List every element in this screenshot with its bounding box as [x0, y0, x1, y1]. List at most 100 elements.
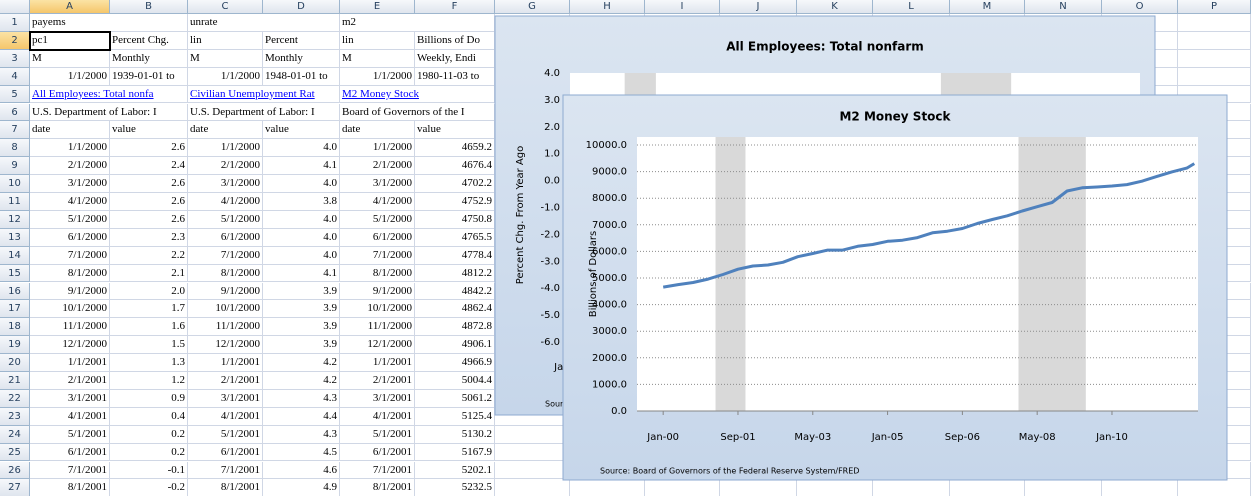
column-header[interactable]: N	[1025, 0, 1102, 14]
row-header[interactable]: 13	[0, 228, 30, 247]
cell[interactable]: 4862.4	[415, 300, 495, 319]
cell[interactable]: 4842.2	[415, 282, 495, 301]
cell[interactable]: 2/1/2001	[188, 372, 263, 390]
cell[interactable]: 4.0	[263, 175, 340, 193]
cell[interactable]: 5/1/2001	[340, 425, 415, 444]
cell[interactable]: 3/1/2000	[188, 175, 263, 193]
cell[interactable]: 9/1/2000	[188, 282, 263, 301]
cell[interactable]: 1/1/2001	[340, 354, 415, 372]
row-header[interactable]: 27	[0, 479, 30, 496]
cell[interactable]: 1948-01-01 to	[263, 67, 340, 86]
cell[interactable]: Percent Chg.	[110, 31, 188, 50]
cell[interactable]: 11/1/2000	[340, 318, 415, 337]
cell[interactable]: value	[263, 121, 340, 140]
cell[interactable]: 12/1/2000	[30, 336, 110, 355]
cell[interactable]: 12/1/2000	[188, 336, 263, 355]
column-header[interactable]: G	[495, 0, 570, 14]
cell[interactable]: Weekly, Endi	[415, 49, 495, 68]
cell[interactable]: 1/1/2000	[188, 139, 263, 158]
cell[interactable]: 2.1	[110, 264, 188, 283]
cell[interactable]: 4/1/2000	[188, 193, 263, 211]
cell[interactable]: 4.0	[263, 228, 340, 247]
cell[interactable]: 5004.4	[415, 372, 495, 390]
cell[interactable]: 5/1/2000	[30, 210, 110, 229]
cell[interactable]: 1/1/2001	[30, 354, 110, 372]
cell[interactable]: 5232.5	[415, 479, 495, 496]
cell[interactable]: 8/1/2001	[340, 479, 415, 496]
cell[interactable]: 9/1/2000	[30, 282, 110, 301]
hyperlink-cell[interactable]: Civilian Unemployment Rat	[188, 85, 340, 104]
column-header[interactable]: I	[645, 0, 720, 14]
cell[interactable]: 4702.2	[415, 175, 495, 193]
cell[interactable]: 5/1/2001	[30, 425, 110, 444]
row-header[interactable]: 23	[0, 407, 30, 426]
column-header[interactable]: J	[720, 0, 797, 14]
cell[interactable]: 7/1/2000	[188, 246, 263, 265]
cell[interactable]: 3/1/2000	[340, 175, 415, 193]
cell[interactable]: 4.2	[263, 372, 340, 390]
cell[interactable]: 8/1/2000	[340, 264, 415, 283]
cell[interactable]: 8/1/2001	[30, 479, 110, 496]
cell[interactable]: 10/1/2000	[188, 300, 263, 319]
select-all-corner[interactable]	[0, 0, 30, 14]
cell[interactable]: 11/1/2000	[30, 318, 110, 337]
cell[interactable]: 4.4	[263, 407, 340, 426]
cell[interactable]: 4752.9	[415, 193, 495, 211]
cell[interactable]: 2.6	[110, 210, 188, 229]
hyperlink-cell[interactable]: M2 Money Stock	[340, 85, 495, 104]
cell[interactable]: date	[30, 121, 110, 140]
cell[interactable]: 4.0	[263, 139, 340, 158]
row-header[interactable]: 11	[0, 193, 30, 211]
cell[interactable]: date	[188, 121, 263, 140]
cell[interactable]: 9/1/2000	[340, 282, 415, 301]
cell[interactable]: 3.8	[263, 193, 340, 211]
cell[interactable]: 4/1/2000	[30, 193, 110, 211]
cell[interactable]: 7/1/2001	[188, 461, 263, 480]
column-header[interactable]: F	[415, 0, 495, 14]
cell[interactable]: 3/1/2001	[30, 389, 110, 408]
row-header[interactable]: 7	[0, 121, 30, 140]
cell[interactable]: 0.2	[110, 425, 188, 444]
cell[interactable]: 5167.9	[415, 443, 495, 462]
cell[interactable]: M	[340, 49, 415, 68]
row-header[interactable]: 10	[0, 175, 30, 193]
cell[interactable]: 3/1/2000	[30, 175, 110, 193]
cell[interactable]: 2/1/2000	[30, 157, 110, 176]
cell[interactable]: M	[188, 49, 263, 68]
column-header[interactable]: A	[30, 0, 110, 14]
cell[interactable]: 4/1/2001	[340, 407, 415, 426]
row-header[interactable]: 22	[0, 389, 30, 408]
cell[interactable]: 5/1/2000	[340, 210, 415, 229]
cell[interactable]: 4966.9	[415, 354, 495, 372]
cell[interactable]: -0.1	[110, 461, 188, 480]
cell[interactable]: 2.4	[110, 157, 188, 176]
cell[interactable]: 2/1/2000	[188, 157, 263, 176]
cell[interactable]: 3.9	[263, 300, 340, 319]
cell[interactable]: lin	[188, 31, 263, 50]
hyperlink-cell[interactable]: All Employees: Total nonfa	[30, 85, 188, 104]
column-header[interactable]: E	[340, 0, 415, 14]
cell[interactable]: 8/1/2000	[188, 264, 263, 283]
cell[interactable]: 2/1/2001	[30, 372, 110, 390]
cell[interactable]: 4750.8	[415, 210, 495, 229]
cell[interactable]: 4.6	[263, 461, 340, 480]
cell[interactable]: 6/1/2001	[30, 443, 110, 462]
cell[interactable]: 4.0	[263, 210, 340, 229]
cell[interactable]: 5125.4	[415, 407, 495, 426]
cell[interactable]: 4/1/2001	[188, 407, 263, 426]
row-header[interactable]: 3	[0, 49, 30, 68]
cell[interactable]: 4.5	[263, 443, 340, 462]
row-header[interactable]: 19	[0, 336, 30, 355]
column-header[interactable]: L	[873, 0, 950, 14]
row-header[interactable]: 6	[0, 103, 30, 122]
cell[interactable]: 2/1/2000	[340, 157, 415, 176]
column-header[interactable]: M	[950, 0, 1025, 14]
row-header[interactable]: 18	[0, 318, 30, 337]
cell[interactable]: 4659.2	[415, 139, 495, 158]
cell[interactable]: U.S. Department of Labor: I	[30, 103, 188, 122]
cell[interactable]: 1/1/2001	[188, 354, 263, 372]
cell[interactable]: 0.9	[110, 389, 188, 408]
column-header[interactable]: O	[1102, 0, 1178, 14]
cell[interactable]: 4906.1	[415, 336, 495, 355]
row-header[interactable]: 9	[0, 157, 30, 176]
